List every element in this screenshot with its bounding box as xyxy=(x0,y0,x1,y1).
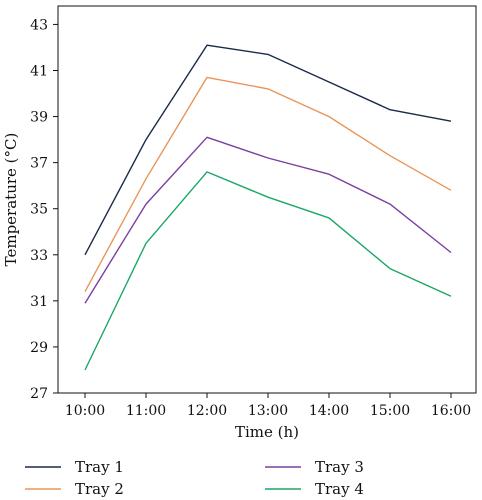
x-axis: 10:00 11:00 12:00 13:00 14:00 15:00 16:00 xyxy=(65,393,471,419)
legend-label: Tray 3 xyxy=(315,458,364,476)
series-line-tray-4 xyxy=(84,171,452,371)
y-axis-title: Temperature (°C) xyxy=(2,133,20,267)
series-line-tray-3 xyxy=(84,136,452,304)
x-tick-label: 12:00 xyxy=(187,403,227,419)
y-tick-label: 29 xyxy=(30,340,48,356)
series-lines xyxy=(84,44,452,371)
x-tick-label: 16:00 xyxy=(431,403,471,419)
y-axis: 27 29 31 33 35 37 39 41 43 xyxy=(30,17,58,402)
x-axis-title: Time (h) xyxy=(235,423,299,441)
legend: Tray 1 Tray 2 Tray 3 Tray 4 xyxy=(25,458,364,498)
x-tick-label: 14:00 xyxy=(309,403,349,419)
x-tick-label: 13:00 xyxy=(248,403,288,419)
y-tick-label: 27 xyxy=(30,386,48,402)
x-tick-label: 11:00 xyxy=(126,403,166,419)
series-line-tray-1 xyxy=(84,44,452,256)
y-tick-label: 31 xyxy=(30,294,48,310)
plot-frame xyxy=(57,5,477,394)
legend-label: Tray 4 xyxy=(315,480,364,498)
legend-label: Tray 2 xyxy=(75,480,124,498)
y-tick-label: 35 xyxy=(30,202,48,218)
y-tick-label: 39 xyxy=(30,110,48,126)
x-tick-label: 10:00 xyxy=(65,403,105,419)
y-tick-label: 37 xyxy=(30,156,48,172)
x-tick-label: 15:00 xyxy=(370,403,410,419)
y-tick-label: 33 xyxy=(30,248,48,264)
legend-label: Tray 1 xyxy=(75,458,124,476)
y-tick-label: 41 xyxy=(30,64,48,80)
y-tick-label: 43 xyxy=(30,17,48,33)
series-line-tray-2 xyxy=(84,76,452,292)
